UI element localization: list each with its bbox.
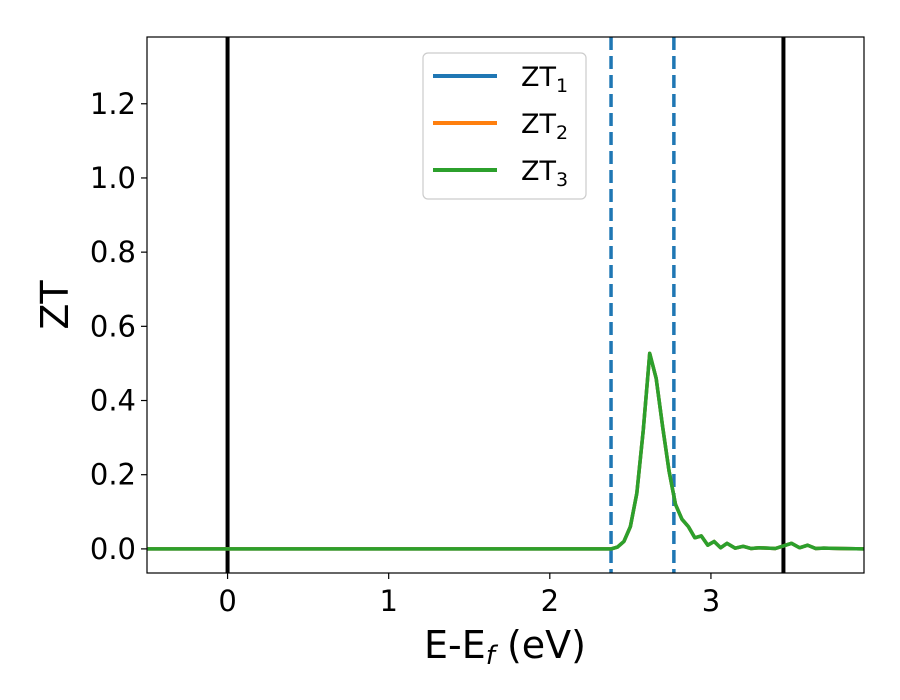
y-tick-label: 0.2 — [90, 458, 136, 492]
y-axis: 0.0 0.2 0.4 0.6 0.8 1.0 1.2 — [90, 87, 147, 566]
legend-label-zt2: ZT2 — [521, 109, 568, 144]
y-tick-label: 0.4 — [90, 384, 136, 418]
legend: ZT1 ZT2 ZT3 — [422, 52, 587, 200]
series-line-zt3 — [147, 351, 864, 551]
legend-box — [422, 52, 587, 200]
y-axis-label: ZT — [33, 280, 77, 330]
y-tick-label: 0.0 — [90, 532, 136, 566]
x-axis-label: E-Ef (eV) — [424, 623, 586, 671]
y-tick-label: 1.2 — [90, 87, 136, 121]
y-tick-label: 1.0 — [90, 161, 136, 195]
reference-lines — [225, 37, 786, 573]
y-tick-label: 0.8 — [90, 235, 136, 269]
x-tick-label: 1 — [379, 584, 397, 618]
x-axis: 0 1 2 3 — [218, 573, 720, 618]
legend-label-zt1: ZT1 — [521, 62, 568, 97]
series-lines — [147, 351, 864, 551]
x-tick-label: 0 — [218, 584, 236, 618]
plot-frame — [146, 36, 865, 574]
legend-label-zt3: ZT3 — [521, 156, 568, 191]
x-tick-label: 2 — [541, 584, 559, 618]
y-tick-label: 0.6 — [90, 309, 136, 343]
x-tick-label: 3 — [702, 584, 720, 618]
